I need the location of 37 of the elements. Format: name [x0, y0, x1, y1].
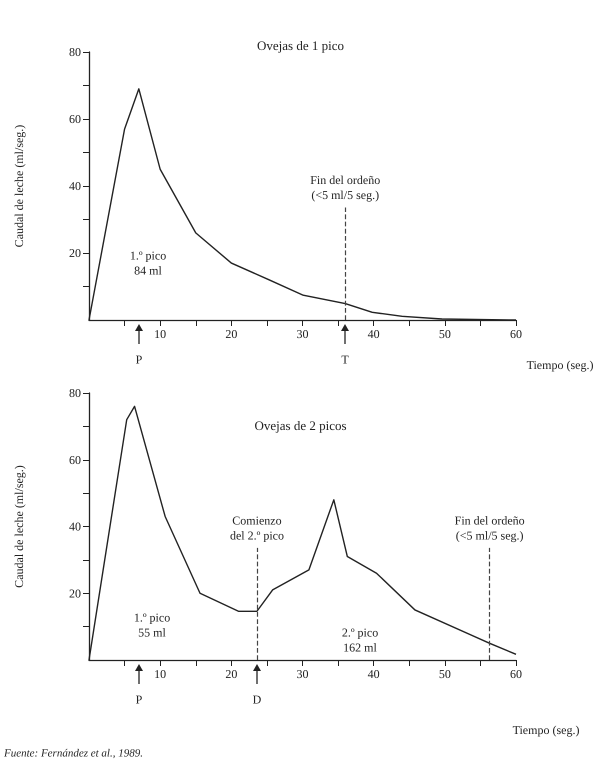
annotation: 2.º pico 162 ml — [342, 626, 378, 654]
ref-line-label: Fin del ordeño (<5 ml/5 seg.) — [310, 172, 380, 202]
x-tick-label: 10 — [154, 327, 166, 341]
annotation: 1.º pico 55 ml — [134, 610, 170, 640]
chart-title: Ovejas de 1 pico — [256, 38, 344, 53]
y-tick-label: 80 — [69, 386, 81, 400]
x-tick-label: 60 — [510, 327, 522, 341]
text: T — [341, 352, 350, 366]
x-tick-label: 30 — [296, 667, 308, 681]
text: P — [136, 352, 143, 366]
text: D — [252, 692, 262, 706]
x-tick-label: 30 — [296, 327, 308, 341]
x-tick-label: 40 — [368, 667, 380, 681]
y-tick-label: 40 — [69, 179, 81, 193]
y-tick-label: 40 — [69, 520, 81, 534]
x-tick-label: 50 — [438, 667, 451, 681]
text: P — [136, 692, 143, 706]
y-tick-label: 20 — [69, 246, 81, 260]
x-tick-label: 40 — [368, 327, 380, 341]
y-tick-label: 80 — [69, 45, 81, 59]
y-axis-title: Caudal de leche (ml/seg.) — [12, 465, 26, 588]
source-note: Fuente: Fernández et al., 1989. — [3, 748, 143, 760]
x-tick-label: 10 — [154, 667, 166, 681]
y-tick-label: 60 — [69, 452, 81, 467]
x-axis-title: Tiempo (seg.) — [526, 358, 594, 372]
x-axis-title: Tiempo (seg.) — [512, 723, 580, 737]
ref-line-label: Comienzo del 2.º pico — [230, 513, 284, 542]
x-tick-label: 20 — [225, 327, 238, 341]
ref-line-label: Fin del ordeño (<5 ml/5 seg.) — [454, 513, 525, 542]
x-tick-label: 50 — [438, 327, 451, 341]
annotation: 1.º pico 84 ml — [130, 248, 166, 278]
y-tick-label: 60 — [69, 112, 81, 126]
y-axis-title: Caudal de leche (ml/seg.) — [12, 124, 26, 248]
x-tick-label: 20 — [225, 667, 238, 681]
x-tick-label: 60 — [510, 667, 522, 681]
y-tick-label: 20 — [69, 586, 81, 600]
text: Ovejas de 2 picos — [254, 418, 347, 433]
